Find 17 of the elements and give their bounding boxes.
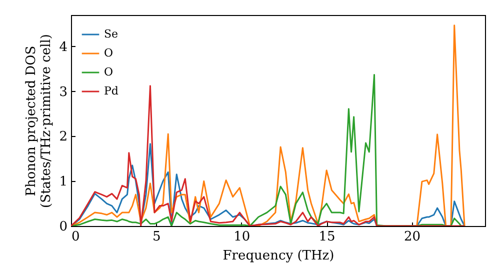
- x-axis-title: Frequency (THz): [222, 248, 334, 264]
- x-tick-label: 15: [318, 230, 336, 244]
- x-tick-label: 10: [234, 230, 250, 244]
- line-series: [71, 24, 466, 226]
- x-tick-label: 5: [152, 230, 161, 244]
- y-tick-label: 2: [59, 130, 68, 145]
- legend-label: Pd: [104, 84, 118, 98]
- legend-label: O: [104, 46, 114, 60]
- legend-label: Se: [104, 28, 118, 40]
- y-tick-label: 3: [59, 84, 68, 100]
- y-axis-title: Phonon projected DOS (States/THz·primitive cell): [24, 34, 54, 208]
- x-tick-label: 0: [72, 230, 80, 244]
- x-tick-label: 20: [404, 230, 421, 244]
- legend-label: O: [104, 66, 114, 78]
- y-tick-label: 4: [59, 40, 68, 55]
- y-tick-label: 1: [59, 174, 68, 190]
- y-tick-label: 0: [59, 220, 68, 234]
